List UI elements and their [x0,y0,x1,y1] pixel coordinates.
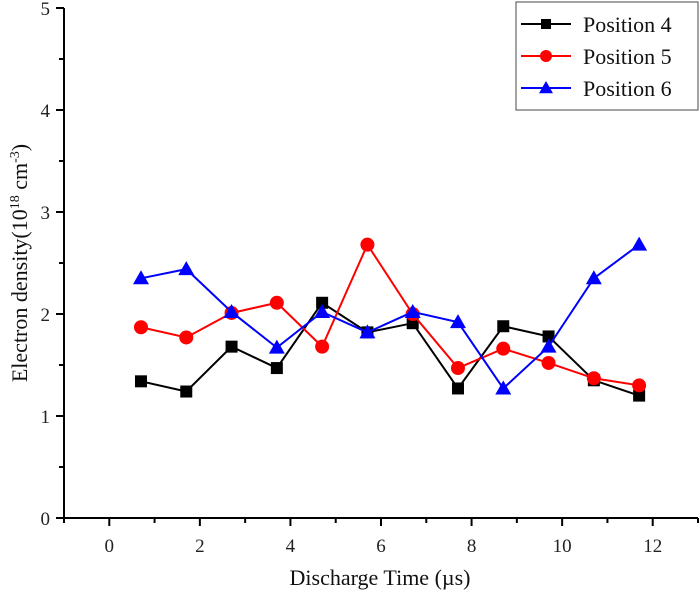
legend-item: Position 5 [521,44,672,69]
y-axis-title: Electron density(1018 cm-3) [7,144,32,382]
series-position-4 [134,296,646,402]
legend: Position 4 Position 5 Position 6 [515,1,699,111]
data-point-triangle [223,303,240,318]
data-point-circle [586,371,601,386]
series-line [140,243,640,390]
y-tick-label: 4 [41,101,51,122]
data-point-circle [541,355,556,370]
data-point-square [270,362,283,375]
x-tick-label: 0 [105,536,115,557]
series-position-6 [132,236,648,395]
x-tick-label: 12 [643,536,662,557]
data-point-triangle [495,380,512,395]
data-point-square [316,296,329,309]
y-tick-label: 3 [41,203,51,224]
legend-label: Position 5 [583,44,672,69]
data-point-circle [179,330,194,345]
legend-marker-square [541,19,551,29]
data-point-circle [632,378,647,393]
y-axis-title-sup2: -3 [8,151,23,163]
y-tick-label: 2 [41,305,51,326]
series-line [140,242,640,387]
data-point-square [180,385,193,398]
y-tick-label: 1 [41,407,51,428]
data-point-square [134,375,147,388]
data-point-circle [315,339,330,354]
data-point-square [225,340,238,353]
x-axis-title: Discharge Time (µs) [290,565,471,590]
data-point-circle [269,295,284,310]
data-point-triangle [314,303,331,318]
data-point-triangle [132,270,149,285]
data-point-circle [360,237,375,252]
y-axis-title-sup1: 18 [8,195,23,209]
x-tick-label: 10 [553,536,572,557]
x-tick-label: 4 [286,536,296,557]
x-tick-label: 2 [195,536,205,557]
x-tick-label: 6 [376,536,386,557]
legend-marker-triangle [539,81,553,94]
data-point-circle [450,361,465,376]
data-point-triangle [540,338,557,353]
data-point-circle [133,320,148,335]
legend-label: Position 4 [583,12,672,37]
data-point-triangle [631,236,648,251]
legend-label: Position 6 [583,76,672,101]
data-point-square [542,330,555,343]
legend-item: Position 6 [521,76,672,101]
legend-item: Position 4 [521,12,672,37]
y-tick-label: 0 [41,509,51,530]
data-point-square [451,382,464,395]
series-layer [132,236,648,402]
data-point-triangle [178,261,195,276]
y-tick-label: 5 [41,0,51,20]
data-point-circle [496,341,511,356]
data-point-triangle [404,303,421,318]
data-point-square [633,389,646,402]
data-point-square [497,320,510,333]
y-axis-title-mid: cm [7,163,32,195]
data-point-triangle [449,314,466,329]
y-axis-title-main: Electron density(10 [7,209,32,382]
legend-marker-circle [540,50,552,62]
series-line [140,301,640,397]
data-point-triangle [585,270,602,285]
x-tick-label: 8 [467,536,477,557]
data-point-triangle [268,339,285,354]
y-axis-title-end: ) [7,144,32,151]
data-point-triangle [359,324,376,339]
